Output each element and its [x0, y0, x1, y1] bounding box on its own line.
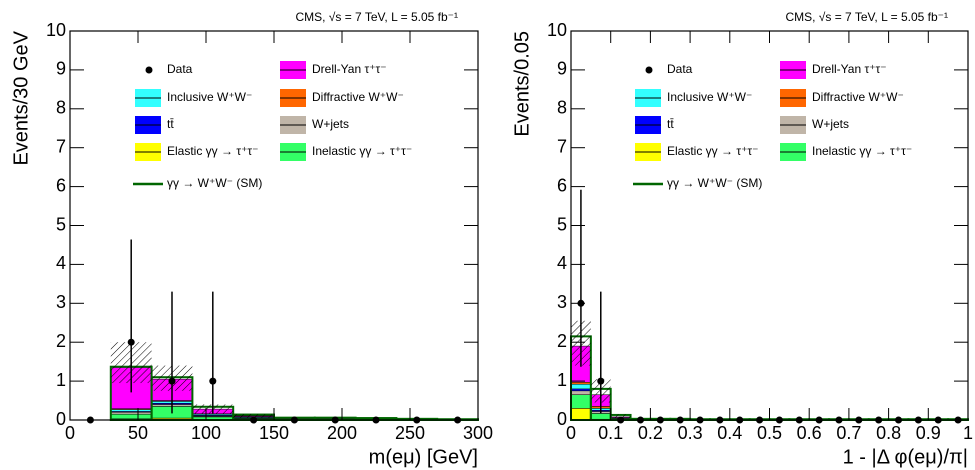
y-tick-label: 5 [56, 214, 66, 234]
legend-label: Data [167, 62, 193, 76]
uncertainty-band [233, 414, 274, 419]
legend-label: γγ → W⁺W⁻ (SM) [667, 176, 762, 190]
y-tick-label: 7 [56, 136, 66, 156]
y-tick-label: 0 [557, 409, 567, 429]
legend-label: Drell-Yan τ⁺τ⁻ [312, 62, 387, 76]
y-tick-label: 4 [557, 253, 567, 273]
data-point [127, 338, 135, 346]
x-tick-label: 0.4 [717, 423, 742, 443]
data-point [168, 377, 176, 385]
stack-bar [570, 394, 592, 409]
stack-bar [570, 390, 592, 395]
legend-label: tt̄ [667, 117, 674, 131]
x-tick-label: 0.7 [836, 423, 861, 443]
x-tick-label: 300 [463, 423, 493, 443]
y-tick-label: 1 [56, 370, 66, 390]
y-tick-label: 7 [557, 136, 567, 156]
data-point [209, 377, 217, 385]
x-tick-label: 0 [65, 423, 75, 443]
y-tick-label: 6 [557, 175, 567, 195]
chart-title: CMS, √s = 7 TeV, L = 5.05 fb⁻¹ [785, 10, 948, 24]
stack-bar [110, 409, 152, 412]
stack-bar [192, 416, 234, 420]
y-tick-label: 0 [56, 409, 66, 429]
y-tick-label: 9 [557, 59, 567, 79]
x-axis-label: m(eμ) [GeV] [369, 446, 478, 468]
stack-bar [570, 382, 592, 385]
y-tick-label: 10 [547, 20, 567, 40]
legend-label: W+jets [312, 117, 349, 131]
y-tick-label: 4 [56, 253, 66, 273]
legend-label: W+jets [812, 117, 849, 131]
legend-label: γγ → W⁺W⁻ (SM) [167, 176, 262, 190]
stack-bar [570, 408, 592, 421]
x-tick-label: 0.9 [916, 423, 941, 443]
data-point [597, 377, 605, 385]
legend-label: Inclusive W⁺W⁻ [167, 90, 252, 104]
stack-bar [570, 383, 592, 390]
x-tick-label: 0.6 [797, 423, 822, 443]
frame [570, 30, 969, 421]
x-tick-label: 100 [191, 423, 221, 443]
legend-marker [145, 66, 153, 74]
stack-bar [110, 411, 152, 415]
y-tick-label: 8 [56, 98, 66, 118]
legend-label: Inclusive W⁺W⁻ [667, 90, 752, 104]
legend-label: Data [667, 62, 693, 76]
y-tick-label: 9 [56, 59, 66, 79]
x-tick-label: 0.5 [757, 423, 782, 443]
x-tick-label: 0.8 [876, 423, 901, 443]
stack-bar [570, 388, 592, 392]
y-tick-label: 2 [557, 331, 567, 351]
chart-title: CMS, √s = 7 TeV, L = 5.05 fb⁻¹ [295, 10, 458, 24]
y-axis-label: Events/0.05 [511, 31, 533, 137]
legend-label: Diffractive W⁺W⁻ [812, 90, 904, 104]
y-tick-label: 6 [56, 175, 66, 195]
x-tick-label: 1 [963, 423, 973, 443]
legend-marker [645, 66, 653, 74]
legend-label: Drell-Yan τ⁺τ⁻ [812, 62, 887, 76]
legend-label: Elastic γγ → τ⁺τ⁻ [167, 144, 259, 158]
legend-label: tt̄ [167, 117, 174, 131]
x-tick-label: 0.1 [598, 423, 623, 443]
x-tick-label: 200 [327, 423, 357, 443]
y-tick-label: 1 [557, 370, 567, 390]
y-tick-label: 3 [557, 292, 567, 312]
y-tick-label: 10 [46, 20, 66, 40]
y-tick-label: 5 [557, 214, 567, 234]
legend-label: Diffractive W⁺W⁻ [312, 90, 404, 104]
legend-label: Elastic γγ → τ⁺τ⁻ [667, 144, 759, 158]
y-tick-label: 2 [56, 331, 66, 351]
x-axis-label: 1 - |Δ φ(eμ)/π| [843, 446, 968, 468]
legend-label: Inelastic γγ → τ⁺τ⁻ [812, 144, 912, 158]
x-tick-label: 0.2 [638, 423, 663, 443]
y-tick-label: 3 [56, 292, 66, 312]
x-tick-label: 250 [395, 423, 425, 443]
stack-bar [590, 413, 611, 420]
x-tick-label: 50 [128, 423, 148, 443]
x-tick-label: 0.3 [678, 423, 703, 443]
y-axis-label: Events/30 GeV [10, 30, 32, 165]
y-tick-label: 8 [557, 98, 567, 118]
legend-label: Inelastic γγ → τ⁺τ⁻ [312, 144, 412, 158]
x-tick-label: 0 [566, 423, 576, 443]
x-tick-label: 150 [259, 423, 289, 443]
uncertainty-band [610, 414, 631, 419]
stack-bar [110, 413, 152, 420]
